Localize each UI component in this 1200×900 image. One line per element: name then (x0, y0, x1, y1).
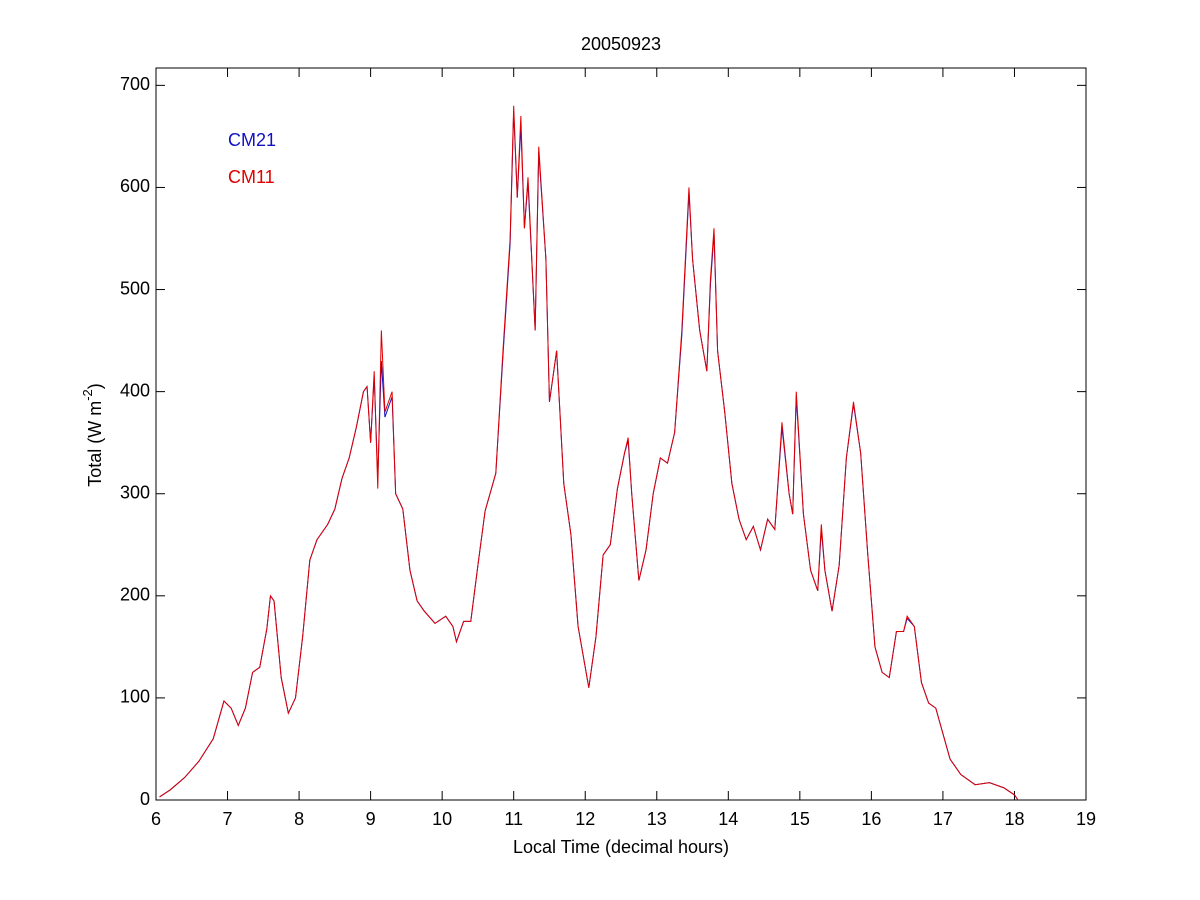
legend-label: CM11 (228, 167, 275, 187)
x-tick-label: 16 (861, 809, 881, 829)
x-tick-label: 18 (1004, 809, 1024, 829)
y-tick-label: 100 (120, 687, 150, 707)
y-tick-label: 0 (140, 789, 150, 809)
y-tick-label: 400 (120, 380, 150, 400)
x-tick-label: 11 (504, 809, 523, 829)
y-tick-label: 700 (120, 74, 150, 94)
y-tick-label: 200 (120, 585, 150, 605)
chart-title: 20050923 (581, 34, 661, 54)
y-label-text: Total (W m (85, 401, 105, 487)
x-tick-label: 19 (1076, 809, 1096, 829)
plot-area (155, 67, 1087, 801)
x-tick-label: 10 (432, 809, 452, 829)
x-tick-label: 15 (790, 809, 810, 829)
x-tick-label: 7 (223, 809, 233, 829)
x-tick-label: 12 (575, 809, 595, 829)
legend-label: CM21 (228, 130, 276, 150)
x-tick-label: 17 (933, 809, 953, 829)
y-tick-label: 500 (120, 278, 150, 298)
y-tick-label: 600 (120, 176, 150, 196)
x-tick-label: 8 (294, 809, 304, 829)
y-axis-label: Total (W m-2) (80, 383, 104, 487)
y-tick-label: 300 (120, 482, 150, 502)
y-label-suffix: ) (85, 383, 105, 389)
series-line (159, 105, 1019, 801)
y-label-superscript: -2 (80, 389, 95, 401)
x-tick-label: 13 (647, 809, 667, 829)
x-tick-label: 6 (151, 809, 161, 829)
x-tick-label: 9 (366, 809, 376, 829)
x-axis-label: Local Time (decimal hours) (513, 837, 729, 857)
x-tick-label: 14 (718, 809, 738, 829)
